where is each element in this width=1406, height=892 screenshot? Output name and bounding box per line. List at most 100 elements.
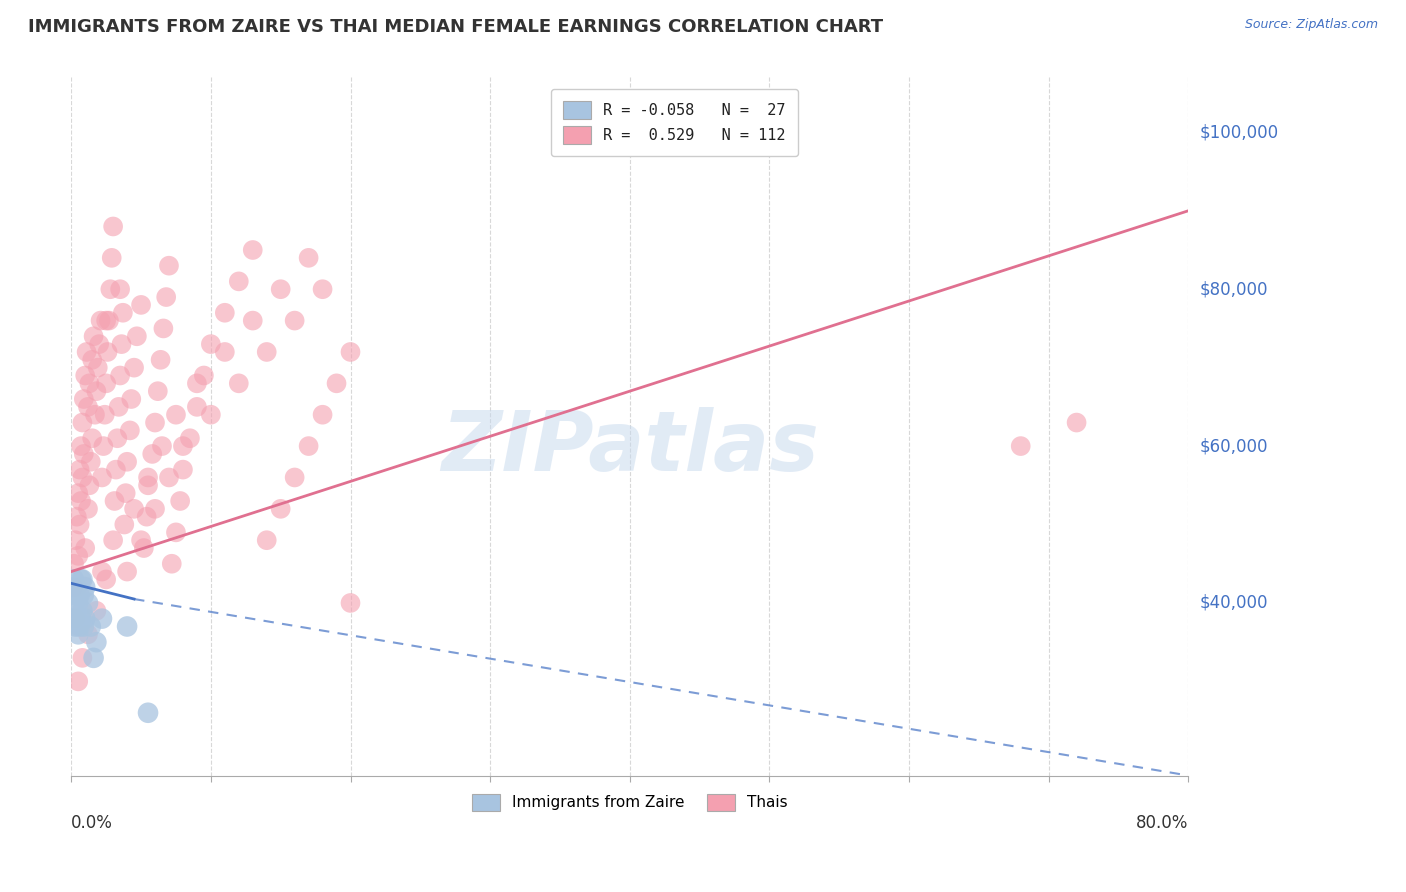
Point [98, 282, 121, 296]
Point [77, 596, 100, 610]
Point [70, 573, 93, 587]
Point [94, 376, 117, 391]
Point [91, 612, 114, 626]
Point [86, 384, 108, 399]
Point [169, 494, 191, 508]
Point [172, 439, 194, 453]
Point [75, 612, 97, 626]
Point [94, 313, 117, 327]
Point [93, 439, 115, 453]
Point [186, 400, 208, 414]
Point [115, 565, 138, 579]
Point [96, 345, 118, 359]
Text: $100,000: $100,000 [1199, 123, 1278, 141]
Point [75, 541, 97, 555]
Point [69, 619, 91, 633]
Point [160, 557, 183, 571]
Point [80, 619, 103, 633]
Text: 80.0%: 80.0% [1136, 814, 1188, 832]
Point [69, 588, 91, 602]
Point [63, 557, 86, 571]
Point [186, 376, 208, 391]
Point [86, 604, 108, 618]
Point [284, 313, 307, 327]
Point [89, 337, 111, 351]
Point [66, 580, 89, 594]
Point [107, 400, 129, 414]
Point [67, 549, 90, 563]
Point [141, 447, 163, 461]
Point [63, 573, 86, 587]
Point [125, 329, 148, 343]
Point [200, 408, 222, 422]
Point [65, 619, 87, 633]
Point [72, 604, 94, 618]
Point [70, 439, 93, 453]
Point [84, 408, 107, 422]
Point [77, 627, 100, 641]
Point [67, 627, 90, 641]
Point [214, 306, 236, 320]
Text: $80,000: $80,000 [1199, 280, 1268, 298]
Point [94, 408, 117, 422]
Point [101, 219, 124, 234]
Point [91, 470, 114, 484]
Text: $40,000: $40,000 [1199, 594, 1268, 612]
Point [77, 400, 100, 414]
Point [120, 392, 142, 406]
Point [193, 368, 215, 383]
Point [72, 573, 94, 587]
Point [172, 462, 194, 476]
Point [100, 251, 122, 265]
Point [112, 517, 135, 532]
Point [242, 243, 264, 257]
Point [86, 635, 108, 649]
Point [339, 596, 361, 610]
Point [97, 313, 120, 327]
Text: Source: ZipAtlas.com: Source: ZipAtlas.com [1244, 18, 1378, 31]
Point [62, 612, 84, 626]
Point [83, 329, 105, 343]
Point [242, 313, 264, 327]
Point [157, 470, 180, 484]
Point [110, 337, 132, 351]
Point [77, 501, 100, 516]
Point [325, 376, 347, 391]
Point [72, 651, 94, 665]
Text: 0.0%: 0.0% [72, 814, 112, 832]
Text: ZIPatlas: ZIPatlas [441, 407, 818, 488]
Point [80, 455, 103, 469]
Point [165, 525, 187, 540]
Point [111, 306, 134, 320]
Point [67, 486, 90, 500]
Point [66, 612, 89, 626]
Point [136, 706, 159, 720]
Point [297, 251, 319, 265]
Point [69, 462, 91, 476]
Point [70, 612, 93, 626]
Point [115, 619, 138, 633]
Point [297, 439, 319, 453]
Point [270, 501, 292, 516]
Point [1010, 439, 1032, 453]
Point [62, 580, 84, 594]
Point [66, 580, 89, 594]
Point [94, 573, 117, 587]
Point [136, 470, 159, 484]
Point [70, 494, 93, 508]
Point [339, 345, 361, 359]
Point [91, 565, 114, 579]
Point [72, 470, 94, 484]
Point [73, 588, 96, 602]
Point [129, 533, 152, 548]
Point [108, 282, 131, 296]
Point [132, 541, 155, 555]
Point [87, 360, 110, 375]
Point [73, 619, 96, 633]
Point [67, 674, 90, 689]
Point [270, 282, 292, 296]
Point [155, 290, 177, 304]
Point [122, 360, 145, 375]
Point [75, 580, 97, 594]
Point [152, 321, 174, 335]
